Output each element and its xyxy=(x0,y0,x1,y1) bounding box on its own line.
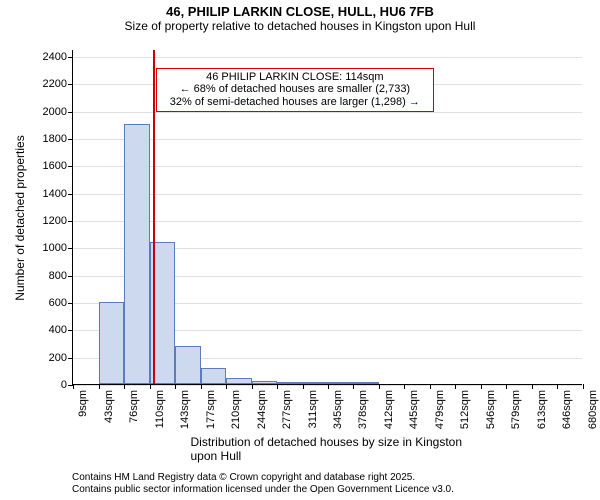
x-tick-label: 646sqm xyxy=(561,390,573,429)
x-tick-mark xyxy=(379,384,380,389)
histogram-bar xyxy=(175,346,201,384)
x-tick-label: 244sqm xyxy=(256,390,268,429)
x-tick-label: 43sqm xyxy=(103,390,115,423)
x-tick-mark xyxy=(353,384,354,389)
attribution-line-1: Contains HM Land Registry data © Crown c… xyxy=(72,472,454,484)
x-tick-label: 210sqm xyxy=(230,390,242,429)
x-tick-label: 9sqm xyxy=(77,390,89,417)
x-tick-label: 613sqm xyxy=(536,390,548,429)
y-tick-label: 1400 xyxy=(43,188,73,200)
y-tick-label: 1600 xyxy=(43,160,73,172)
x-tick-mark xyxy=(430,384,431,389)
attribution-block: Contains HM Land Registry data © Crown c… xyxy=(72,472,454,496)
y-axis-label: Number of detached properties xyxy=(13,135,27,300)
x-tick-label: 76sqm xyxy=(128,390,140,423)
chart-title-block: 46, PHILIP LARKIN CLOSE, HULL, HU6 7FB S… xyxy=(0,4,600,33)
x-tick-label: 143sqm xyxy=(179,390,191,429)
gridline xyxy=(73,57,582,58)
x-tick-mark xyxy=(532,384,533,389)
y-tick-label: 0 xyxy=(61,379,73,391)
x-tick-label: 680sqm xyxy=(587,390,599,429)
annotation-line-1: ← 68% of detached houses are smaller (2,… xyxy=(163,83,427,96)
y-tick-label: 2200 xyxy=(43,78,73,90)
histogram-bar xyxy=(124,124,150,384)
annotation-line-0: 46 PHILIP LARKIN CLOSE: 114sqm xyxy=(163,71,427,84)
x-tick-mark xyxy=(328,384,329,389)
annotation-callout: 46 PHILIP LARKIN CLOSE: 114sqm← 68% of d… xyxy=(156,68,434,112)
x-tick-label: 177sqm xyxy=(205,390,217,429)
x-tick-label: 512sqm xyxy=(459,390,471,429)
plot-area: 0200400600800100012001400160018002000220… xyxy=(72,50,582,385)
x-tick-mark xyxy=(150,384,151,389)
histogram-bar xyxy=(226,378,252,384)
x-tick-mark xyxy=(404,384,405,389)
x-tick-label: 378sqm xyxy=(357,390,369,429)
property-size-histogram: 46, PHILIP LARKIN CLOSE, HULL, HU6 7FB S… xyxy=(0,0,600,500)
x-tick-label: 345sqm xyxy=(332,390,344,429)
x-tick-label: 412sqm xyxy=(383,390,395,429)
x-tick-label: 445sqm xyxy=(408,390,420,429)
chart-subtitle: Size of property relative to detached ho… xyxy=(0,19,600,33)
x-tick-mark xyxy=(226,384,227,389)
y-tick-label: 2000 xyxy=(43,106,73,118)
histogram-bar xyxy=(303,382,329,384)
x-tick-mark xyxy=(506,384,507,389)
x-tick-mark xyxy=(252,384,253,389)
x-tick-mark xyxy=(99,384,100,389)
histogram-bar xyxy=(354,382,380,384)
histogram-bar xyxy=(277,382,303,384)
x-tick-mark xyxy=(73,384,74,389)
histogram-bar xyxy=(252,381,278,384)
x-tick-mark xyxy=(455,384,456,389)
histogram-bar xyxy=(201,368,227,384)
y-tick-label: 200 xyxy=(49,352,73,364)
x-tick-mark xyxy=(557,384,558,389)
x-axis-label: Distribution of detached houses by size … xyxy=(191,435,464,463)
x-tick-mark xyxy=(201,384,202,389)
x-tick-mark xyxy=(481,384,482,389)
x-tick-label: 546sqm xyxy=(485,390,497,429)
x-tick-mark xyxy=(124,384,125,389)
x-tick-mark xyxy=(583,384,584,389)
x-tick-label: 311sqm xyxy=(307,390,319,428)
x-tick-mark xyxy=(303,384,304,389)
x-tick-mark xyxy=(277,384,278,389)
x-tick-label: 579sqm xyxy=(510,390,522,429)
y-tick-label: 2400 xyxy=(43,51,73,63)
histogram-bar xyxy=(99,302,125,384)
histogram-bar xyxy=(328,382,354,384)
annotation-line-2: 32% of semi-detached houses are larger (… xyxy=(163,96,427,109)
y-tick-label: 600 xyxy=(49,297,73,309)
chart-title: 46, PHILIP LARKIN CLOSE, HULL, HU6 7FB xyxy=(0,4,600,19)
y-tick-label: 1800 xyxy=(43,133,73,145)
attribution-line-2: Contains public sector information licen… xyxy=(72,484,454,496)
x-tick-label: 277sqm xyxy=(281,390,293,429)
y-tick-label: 800 xyxy=(49,270,73,282)
y-tick-label: 400 xyxy=(49,324,73,336)
x-tick-label: 479sqm xyxy=(434,390,446,429)
y-tick-label: 1200 xyxy=(43,215,73,227)
y-tick-label: 1000 xyxy=(43,242,73,254)
x-tick-label: 110sqm xyxy=(154,390,166,428)
x-tick-mark xyxy=(175,384,176,389)
subject-property-marker xyxy=(153,50,155,384)
